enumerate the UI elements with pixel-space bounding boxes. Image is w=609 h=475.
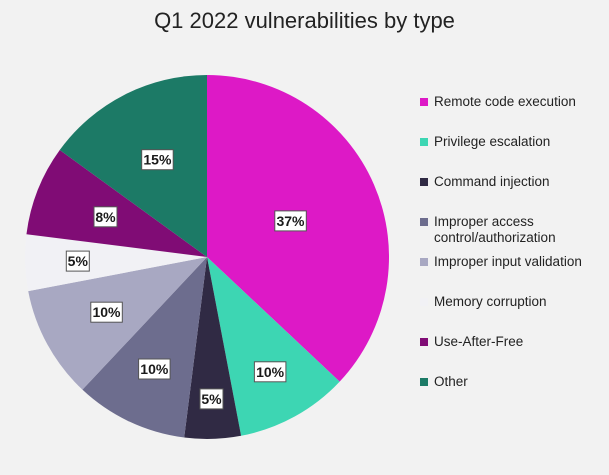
legend-item-6: Use-After-Free — [420, 334, 523, 350]
legend-item-4: Improper input validation — [420, 254, 582, 270]
legend-item-3: Improper access control/authorization — [420, 214, 556, 246]
legend-label-2: Command injection — [434, 174, 550, 189]
pie-value-label-1: 10% — [253, 361, 287, 383]
legend-label-3: Improper access control/authorization — [434, 214, 556, 245]
pie-value-box-1 — [253, 361, 287, 383]
legend-item-2: Command injection — [420, 174, 550, 190]
legend-item-0: Remote code execution — [420, 94, 576, 110]
pie-slice-6 — [26, 150, 207, 257]
pie-value-box-7 — [141, 149, 174, 171]
pie-value-label-4: 10% — [90, 301, 123, 323]
pie-value-text-4: 10% — [92, 304, 121, 320]
legend-label-6: Use-After-Free — [434, 334, 524, 349]
pie-value-text-2: 5% — [201, 391, 222, 407]
pie-value-label-5: 5% — [65, 250, 90, 272]
pie-value-box-4 — [90, 301, 123, 323]
legend-item-1: Privilege escalation — [420, 134, 550, 150]
pie-slice-2 — [184, 257, 242, 439]
pie-value-label-2: 5% — [199, 388, 224, 410]
pie-value-labels: 37% 10% 5% 10% 10% 5% 8% 15% — [65, 149, 307, 410]
pie-value-box-2 — [199, 388, 224, 410]
pie-value-label-6: 8% — [93, 206, 118, 228]
pie-slice-7 — [59, 75, 208, 257]
pie-slice-4 — [28, 257, 207, 390]
pie-value-label-0: 37% — [274, 210, 307, 232]
pie-slice-1 — [207, 257, 340, 436]
pie-value-box-5 — [65, 250, 90, 272]
legend-swatch-0 — [420, 98, 428, 106]
legend-label-0: Remote code execution — [434, 94, 576, 109]
legend-swatch-1 — [420, 138, 428, 146]
pie-value-text-7: 15% — [143, 152, 172, 168]
pie-value-box-0 — [274, 210, 307, 232]
pie-value-text-1: 10% — [256, 364, 285, 380]
pie-value-label-7: 15% — [141, 149, 174, 171]
pie-value-text-6: 8% — [95, 209, 116, 225]
legend-label-1: Privilege escalation — [434, 134, 551, 149]
pie-value-box-6 — [93, 206, 118, 228]
legend-swatch-2 — [420, 178, 428, 186]
chart-title: Q1 2022 vulnerabilities by type — [154, 8, 455, 33]
legend-label-7: Other — [434, 374, 468, 389]
legend-swatch-7 — [420, 378, 428, 386]
legend-item-7: Other — [420, 374, 468, 390]
pie-value-text-3: 10% — [140, 361, 169, 377]
legend-swatch-6 — [420, 338, 428, 346]
legend-swatch-3 — [420, 218, 428, 226]
legend-item-5: Memory corruption — [420, 294, 547, 310]
legend-swatch-4 — [420, 258, 428, 266]
pie-value-text-5: 5% — [68, 253, 89, 269]
pie-slice-5 — [25, 234, 207, 292]
pie-slice-3 — [82, 257, 207, 438]
legend-label-5: Memory corruption — [434, 294, 547, 309]
pie-value-label-3: 10% — [138, 358, 171, 380]
legend-swatch-5 — [420, 298, 428, 306]
pie-value-text-0: 37% — [276, 213, 305, 229]
pie-value-box-3 — [138, 358, 171, 380]
legend-label-4: Improper input validation — [434, 254, 582, 269]
